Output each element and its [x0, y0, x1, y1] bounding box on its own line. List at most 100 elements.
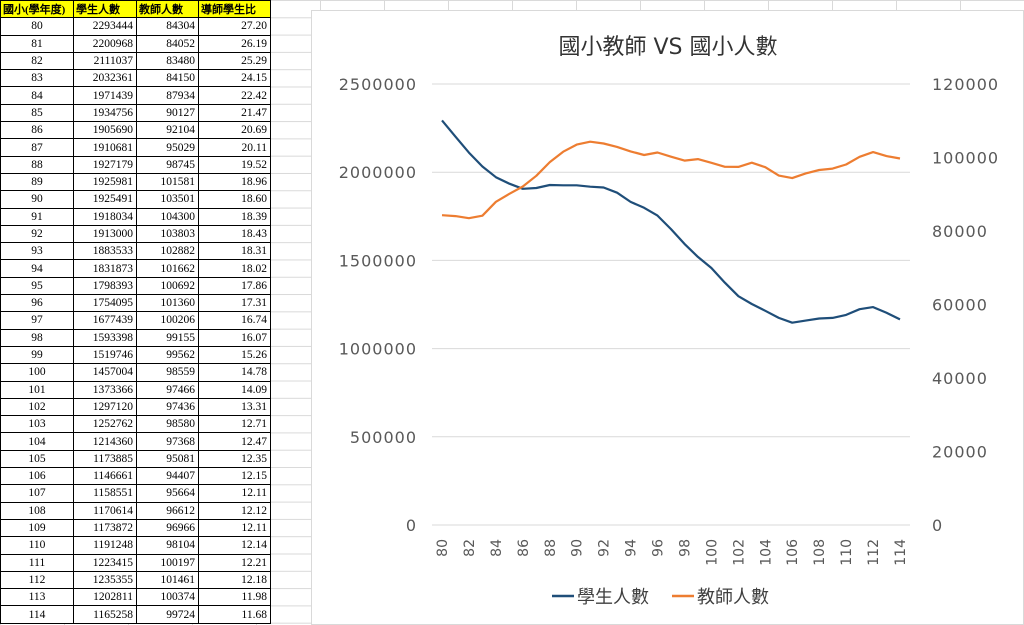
- table-cell[interactable]: 99: [0, 345, 74, 365]
- table-cell[interactable]: 17.86: [198, 276, 271, 296]
- table-cell[interactable]: 81: [0, 34, 74, 53]
- table-cell[interactable]: 26.19: [198, 34, 271, 53]
- table-cell[interactable]: 12.47: [198, 432, 271, 451]
- header-ratio[interactable]: 導師學生比: [198, 0, 271, 19]
- table-cell[interactable]: 97466: [136, 380, 199, 399]
- table-cell[interactable]: 97436: [136, 397, 199, 417]
- table-cell[interactable]: 1173885: [73, 449, 137, 469]
- table-cell[interactable]: 19.52: [198, 155, 271, 174]
- table-cell[interactable]: 1519746: [73, 345, 137, 365]
- table-cell[interactable]: 107: [0, 484, 74, 503]
- table-cell[interactable]: 1883533: [73, 242, 137, 261]
- table-cell[interactable]: 22.42: [198, 86, 271, 105]
- table-cell[interactable]: 95081: [136, 449, 199, 469]
- table-cell[interactable]: 1252762: [73, 415, 137, 434]
- table-cell[interactable]: 18.02: [198, 259, 271, 278]
- table-cell[interactable]: 1971439: [73, 86, 137, 105]
- table-cell[interactable]: 1223415: [73, 553, 137, 572]
- table-cell[interactable]: 101: [0, 380, 74, 399]
- table-cell[interactable]: 1191248: [73, 536, 137, 555]
- table-cell[interactable]: 100206: [136, 311, 199, 330]
- table-cell[interactable]: 1918034: [73, 207, 137, 226]
- header-student-count[interactable]: 學生人數: [73, 0, 137, 19]
- table-cell[interactable]: 113: [0, 588, 74, 607]
- table-cell[interactable]: 1202811: [73, 588, 137, 607]
- table-cell[interactable]: 1173872: [73, 518, 137, 538]
- table-cell[interactable]: 101360: [136, 294, 199, 313]
- table-cell[interactable]: 85: [0, 103, 74, 123]
- table-cell[interactable]: 109: [0, 518, 74, 538]
- table-cell[interactable]: 103803: [136, 224, 199, 244]
- table-cell[interactable]: 84304: [136, 17, 199, 36]
- table-cell[interactable]: 27.20: [198, 17, 271, 36]
- table-cell[interactable]: 1158551: [73, 484, 137, 503]
- table-cell[interactable]: 1146661: [73, 467, 137, 486]
- table-cell[interactable]: 16.07: [198, 328, 271, 347]
- table-cell[interactable]: 24.15: [198, 69, 271, 88]
- table-cell[interactable]: 97: [0, 311, 74, 330]
- table-cell[interactable]: 12.14: [198, 536, 271, 555]
- table-cell[interactable]: 96: [0, 294, 74, 313]
- table-cell[interactable]: 1831873: [73, 259, 137, 278]
- table-cell[interactable]: 94: [0, 259, 74, 278]
- table-cell[interactable]: 12.11: [198, 518, 271, 538]
- table-cell[interactable]: 99724: [136, 605, 199, 624]
- table-cell[interactable]: 108: [0, 501, 74, 520]
- table-cell[interactable]: 2111037: [73, 51, 137, 71]
- table-cell[interactable]: 104: [0, 432, 74, 451]
- table-cell[interactable]: 1927179: [73, 155, 137, 174]
- table-cell[interactable]: 98: [0, 328, 74, 347]
- table-cell[interactable]: 1913000: [73, 224, 137, 244]
- table-cell[interactable]: 1677439: [73, 311, 137, 330]
- table-cell[interactable]: 105: [0, 449, 74, 469]
- table-cell[interactable]: 110: [0, 536, 74, 555]
- table-cell[interactable]: 83480: [136, 51, 199, 71]
- table-cell[interactable]: 12.35: [198, 449, 271, 469]
- table-cell[interactable]: 103: [0, 415, 74, 434]
- table-cell[interactable]: 1235355: [73, 570, 137, 590]
- table-cell[interactable]: 1165258: [73, 605, 137, 624]
- table-cell[interactable]: 95: [0, 276, 74, 296]
- table-cell[interactable]: 100374: [136, 588, 199, 607]
- table-cell[interactable]: 93: [0, 242, 74, 261]
- table-cell[interactable]: 82: [0, 51, 74, 71]
- table-cell[interactable]: 2200968: [73, 34, 137, 53]
- table-cell[interactable]: 1910681: [73, 138, 137, 157]
- table-cell[interactable]: 20.11: [198, 138, 271, 157]
- table-cell[interactable]: 84052: [136, 34, 199, 53]
- table-cell[interactable]: 18.31: [198, 242, 271, 261]
- table-cell[interactable]: 16.74: [198, 311, 271, 330]
- table-cell[interactable]: 14.78: [198, 363, 271, 382]
- table-cell[interactable]: 15.26: [198, 345, 271, 365]
- header-school-year[interactable]: 國小(學年度): [0, 0, 74, 19]
- table-cell[interactable]: 91: [0, 207, 74, 226]
- table-cell[interactable]: 102: [0, 397, 74, 417]
- table-cell[interactable]: 1925491: [73, 190, 137, 209]
- table-cell[interactable]: 17.31: [198, 294, 271, 313]
- table-cell[interactable]: 12.12: [198, 501, 271, 520]
- table-cell[interactable]: 13.31: [198, 397, 271, 417]
- table-cell[interactable]: 1170614: [73, 501, 137, 520]
- table-cell[interactable]: 98580: [136, 415, 199, 434]
- table-cell[interactable]: 98104: [136, 536, 199, 555]
- table-cell[interactable]: 18.43: [198, 224, 271, 244]
- table-cell[interactable]: 80: [0, 17, 74, 36]
- table-cell[interactable]: 87: [0, 138, 74, 157]
- table-cell[interactable]: 1457004: [73, 363, 137, 382]
- table-cell[interactable]: 25.29: [198, 51, 271, 71]
- table-cell[interactable]: 88: [0, 155, 74, 174]
- table-cell[interactable]: 106: [0, 467, 74, 486]
- table-cell[interactable]: 86: [0, 121, 74, 140]
- table-cell[interactable]: 98559: [136, 363, 199, 382]
- table-cell[interactable]: 18.60: [198, 190, 271, 209]
- table-cell[interactable]: 2293444: [73, 17, 137, 36]
- table-cell[interactable]: 97368: [136, 432, 199, 451]
- table-cell[interactable]: 90127: [136, 103, 199, 123]
- table-cell[interactable]: 94407: [136, 467, 199, 486]
- table-cell[interactable]: 112: [0, 570, 74, 590]
- table-cell[interactable]: 2032361: [73, 69, 137, 88]
- table-cell[interactable]: 111: [0, 553, 74, 572]
- table-cell[interactable]: 104300: [136, 207, 199, 226]
- chart-area[interactable]: 國小教師 VS 國小人數 0 500000 1000000 1500000 200000…: [311, 10, 1024, 625]
- table-cell[interactable]: 96612: [136, 501, 199, 520]
